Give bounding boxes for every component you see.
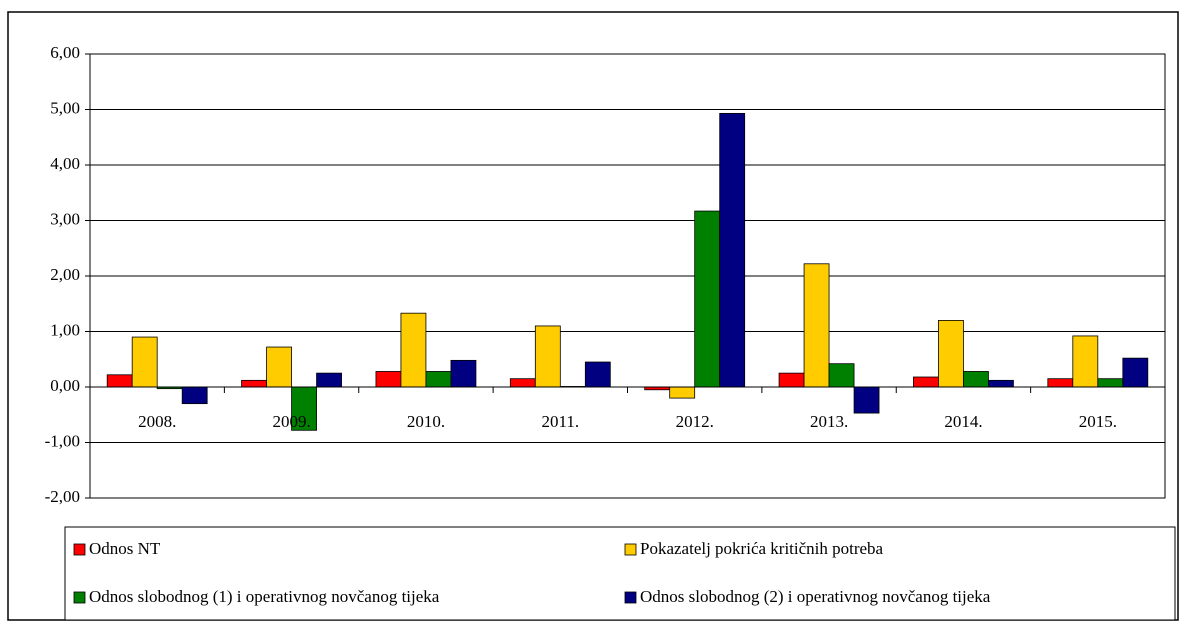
y-tick-label: -2,00 bbox=[45, 487, 80, 506]
bar bbox=[963, 371, 989, 388]
bar bbox=[1072, 335, 1099, 388]
bar bbox=[719, 112, 746, 388]
x-tick-label: 2012. bbox=[676, 412, 714, 431]
legend-box bbox=[64, 526, 1176, 621]
legend-label: Odnos slobodnog (1) i operativnog novčan… bbox=[89, 587, 440, 606]
bar bbox=[509, 378, 536, 388]
x-tick-label: 2011. bbox=[542, 412, 580, 431]
bar bbox=[913, 376, 939, 388]
bar bbox=[316, 372, 342, 388]
legend-swatch bbox=[624, 591, 637, 604]
bar bbox=[425, 371, 452, 388]
x-tick-label: 2009. bbox=[272, 412, 310, 431]
y-tick-label: 0,00 bbox=[50, 376, 80, 395]
y-tick-label: 4,00 bbox=[50, 154, 80, 173]
bar bbox=[181, 386, 208, 405]
bar bbox=[400, 312, 427, 388]
bar bbox=[988, 379, 1014, 388]
bar bbox=[1122, 357, 1149, 388]
legend-label: Pokazatelj pokrića kritičnih potreba bbox=[640, 539, 884, 558]
bar bbox=[106, 374, 133, 388]
bar bbox=[853, 386, 880, 414]
bar bbox=[669, 386, 696, 399]
y-tick-label: 5,00 bbox=[50, 98, 80, 117]
x-tick-label: 2010. bbox=[407, 412, 445, 431]
bar bbox=[938, 319, 964, 388]
x-tick-label: 2013. bbox=[810, 412, 848, 431]
bar bbox=[241, 379, 267, 388]
bar bbox=[450, 359, 477, 388]
y-tick-label: 2,00 bbox=[50, 265, 80, 284]
legend-label: Odnos slobodnog (2) i operativnog novčan… bbox=[640, 587, 991, 606]
bar bbox=[584, 361, 611, 388]
legend-swatch bbox=[73, 591, 86, 604]
legend-swatch bbox=[624, 543, 637, 556]
y-tick-label: -1,00 bbox=[45, 431, 80, 450]
bar bbox=[694, 210, 721, 388]
y-tick-label: 6,00 bbox=[50, 43, 80, 62]
bar bbox=[534, 325, 561, 388]
x-tick-label: 2008. bbox=[138, 412, 176, 431]
y-tick-label: 1,00 bbox=[50, 320, 80, 339]
x-tick-label: 2014. bbox=[944, 412, 982, 431]
legend-label: Odnos NT bbox=[89, 539, 161, 558]
x-tick-label: 2015. bbox=[1079, 412, 1117, 431]
y-tick-label: 3,00 bbox=[50, 209, 80, 228]
bar bbox=[291, 386, 317, 431]
bar bbox=[1047, 378, 1074, 388]
bar bbox=[266, 346, 292, 388]
bar bbox=[1097, 378, 1124, 388]
bar bbox=[131, 336, 158, 388]
bar bbox=[778, 372, 805, 388]
legend-swatch bbox=[73, 543, 86, 556]
bar bbox=[803, 263, 830, 388]
bar bbox=[828, 363, 855, 388]
bar bbox=[375, 371, 402, 388]
